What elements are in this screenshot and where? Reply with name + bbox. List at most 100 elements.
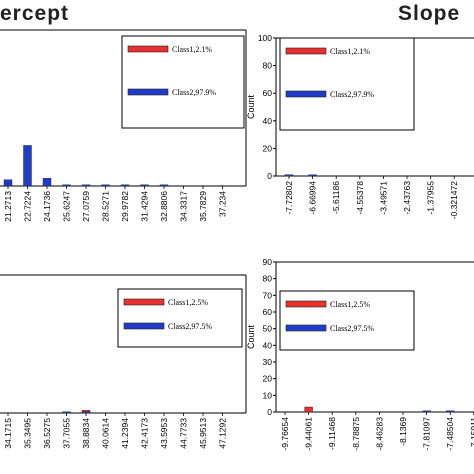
bar (304, 406, 313, 413)
legend-swatch (285, 324, 327, 332)
bar (101, 184, 110, 187)
bar (120, 184, 130, 187)
legend-swatch (285, 47, 327, 55)
x-tick-label: 37.234 (218, 191, 228, 217)
legend: Class1,2.1% Class2,97.9% (121, 35, 245, 129)
x-tick-label: 37.7055 (62, 418, 72, 449)
legend-swatch (127, 88, 169, 96)
x-tick-label: -9.11468 (327, 417, 337, 450)
bar (308, 174, 317, 177)
legend: Class1,2.1% Class2,97.9% (279, 37, 415, 131)
x-tick-label: 0.736603 (473, 181, 474, 217)
x-tick-label: 22.7224 (23, 191, 33, 222)
bar (3, 179, 13, 187)
legend-label: Class2,97.5% (168, 322, 212, 331)
x-tick-label: -7.15911 (469, 417, 474, 450)
y-tick-label: 50 (263, 324, 273, 334)
legend: Class1,2.5% Class2,97.5% (279, 290, 415, 351)
x-tick-label: -9.44061 (304, 417, 314, 451)
x-tick-label: 34.3317 (179, 191, 189, 222)
y-axis-label: Count (246, 325, 256, 350)
y-tick-label: 20 (263, 143, 273, 153)
y-tick-label: 40 (263, 340, 273, 350)
x-tick-label: 21.2713 (3, 191, 13, 222)
legend-label: Class2,97.5% (330, 324, 374, 333)
y-tick-label: 70 (263, 290, 273, 300)
x-tick-label: -6.66994 (308, 181, 318, 215)
x-tick-label: -3.49571 (378, 181, 388, 215)
bar (140, 184, 149, 187)
bar (446, 410, 455, 413)
bar (62, 411, 71, 414)
bar (42, 177, 52, 187)
x-tick-label: 40.0614 (101, 418, 111, 449)
legend-swatch (123, 298, 165, 306)
x-tick-label: 41.2394 (120, 418, 130, 449)
x-tick-label: -4.55378 (355, 181, 365, 215)
y-axis-label: Count (246, 95, 256, 120)
bar (422, 410, 431, 413)
chart-panel-1: 21.2713 22.7224 24.1736 25.6247 27.0759 28.52… (0, 29, 247, 222)
legend-label: Class1,2.1% (330, 47, 370, 56)
right-header: Slope (398, 2, 460, 25)
x-tick-label: -7.72802 (284, 181, 294, 215)
y-tick-label: 80 (263, 274, 273, 284)
legend: Class1,2.5% Class2,97.5% (117, 288, 243, 348)
x-tick-label: 45.9513 (198, 418, 208, 449)
x-tick-label: -7.48504 (445, 417, 455, 451)
y-tick-label: 0 (267, 407, 272, 417)
legend-label: Class2,97.9% (330, 90, 374, 99)
legend-label: Class1,2.5% (330, 300, 370, 309)
x-tick-label: -5.61186 (331, 181, 341, 214)
y-tick-label: 60 (263, 307, 273, 317)
x-tick-label: 42.4173 (140, 418, 150, 449)
x-tick-label: -1.37955 (426, 181, 436, 215)
x-tick-label: -0.321472 (449, 181, 459, 220)
x-tick-label: -9.76654 (280, 417, 290, 451)
legend-box (117, 288, 243, 348)
x-tick-label: 34.1715 (3, 418, 13, 449)
bar (62, 184, 71, 187)
x-tick-label: -7.81097 (422, 417, 432, 451)
x-tick-label: 31.4294 (140, 191, 150, 222)
x-tick-label: -8.78875 (351, 417, 361, 451)
legend-label: Class2,97.9% (172, 88, 216, 97)
y-tick-label: 30 (263, 357, 273, 367)
y-tick-label: 20 (263, 374, 273, 384)
legend-swatch (285, 90, 327, 98)
y-tick-label: 60 (263, 88, 273, 98)
x-tick-label: 25.6247 (62, 191, 72, 222)
legend-swatch (285, 300, 327, 308)
x-tick-label: 35.7829 (198, 191, 208, 222)
chart-panel-4: 0 10 20 30 40 50 60 70 80 90 Count -9.76654 -9.44061… (246, 257, 474, 451)
bar (81, 411, 91, 414)
x-tick-label: -8.46283 (374, 417, 384, 451)
y-tick-label: 40 (263, 116, 273, 126)
y-tick-label: 0 (267, 171, 272, 181)
legend-label: Class1,2.5% (168, 298, 208, 307)
legend-swatch (123, 322, 165, 330)
bar (23, 145, 32, 187)
x-tick-label: 36.5275 (42, 418, 52, 449)
chart-panel-2: 0 20 40 60 80 100 Count -7.72802 -6.66994 -5.6118… (246, 33, 474, 219)
legend-label: Class1,2.1% (172, 45, 212, 54)
bar (81, 184, 91, 187)
y-tick-label: 10 (263, 390, 273, 400)
x-tick-label: 32.8806 (159, 191, 169, 222)
x-tick-label: 28.5271 (101, 191, 111, 222)
x-tick-label: 24.1736 (42, 191, 52, 222)
x-tick-label: 44.7733 (179, 418, 189, 449)
x-tick-label: -8.1369 (398, 417, 408, 446)
x-tick-label: 38.8834 (81, 418, 91, 449)
y-tick-label: 100 (258, 33, 272, 43)
x-tick-label: 47.1292 (218, 418, 228, 449)
y-tick-label: 80 (263, 61, 273, 71)
x-tick-label: -2.43763 (402, 181, 412, 215)
y-tick-label: 90 (263, 257, 273, 267)
chart-panel-3: 34.1715 35.3495 36.5275 37.7055 38.8834 40.06… (0, 274, 247, 449)
legend-swatch (127, 45, 169, 53)
bar (284, 174, 294, 177)
x-tick-label: 27.0759 (81, 191, 91, 222)
x-tick-label: 43.5953 (159, 418, 169, 449)
